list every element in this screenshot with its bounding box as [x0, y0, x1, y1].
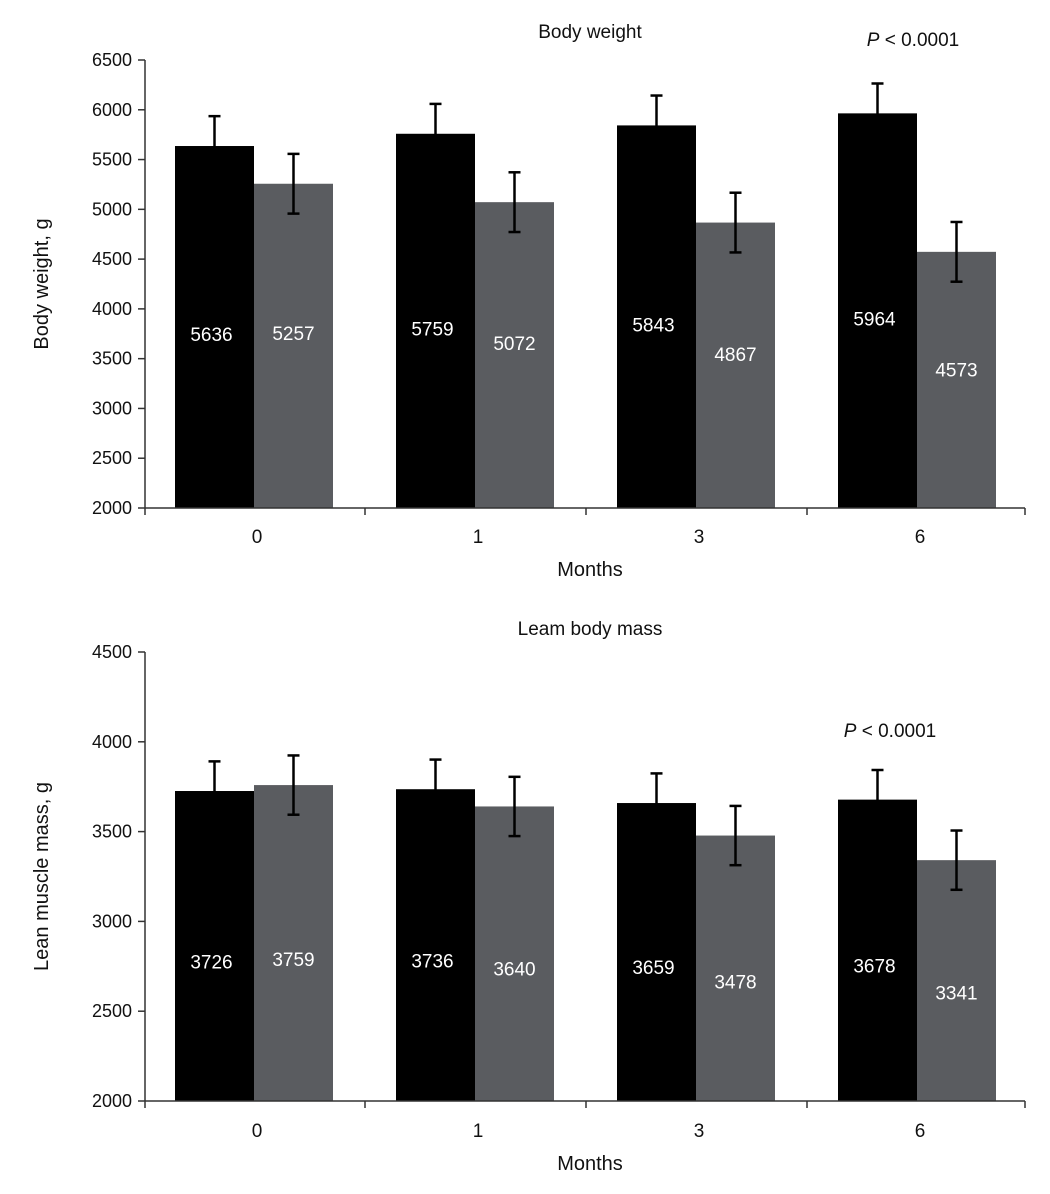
bar-series-1-cat-0	[175, 146, 254, 509]
x-tick-label: 1	[473, 527, 484, 548]
bar-value-label: 5257	[272, 324, 314, 345]
bar-series-2-cat-6	[917, 860, 996, 1101]
chart-title: Leam body mass	[518, 619, 663, 640]
p-value-annotation: P < 0.0001	[844, 721, 936, 742]
x-tick-label: 0	[252, 527, 263, 548]
y-tick-label: 2500	[92, 1001, 132, 1021]
y-tick-label: 3500	[92, 822, 132, 842]
x-tick-label: 6	[915, 527, 926, 548]
p-value-text: < 0.0001	[856, 721, 936, 742]
y-tick-label: 6500	[92, 50, 132, 70]
x-tick-label: 6	[915, 1121, 926, 1142]
chart-1: Body weight Body weight, g Months 2000 2500 3…	[31, 22, 1026, 581]
bar-value-label: 3659	[632, 958, 674, 979]
bar-value-label: 4573	[935, 361, 977, 382]
bar-series-2-cat-3	[696, 835, 775, 1101]
bar-series-1-cat-0	[175, 791, 254, 1101]
bar-series-1-cat-1	[396, 789, 475, 1101]
bar-series-2-cat-1	[475, 806, 554, 1101]
bar-series-1-cat-6	[838, 113, 917, 508]
y-tick-label: 4000	[92, 732, 132, 752]
y-tick-label: 3000	[92, 398, 132, 418]
bar-value-label: 3726	[190, 953, 232, 974]
x-tick-label: 0	[252, 1121, 263, 1142]
x-tick-label: 3	[694, 1121, 705, 1142]
bar-series-1-cat-6	[838, 799, 917, 1101]
bar-value-label: 4867	[714, 345, 756, 366]
bar-series-2-cat-6	[917, 251, 996, 508]
p-value-italic: P	[867, 30, 880, 51]
y-tick-label: 3500	[92, 349, 132, 369]
y-axis-label: Lean muscle mass, g	[31, 782, 53, 971]
bar-value-label: 5072	[493, 334, 535, 355]
bar-value-label: 5843	[632, 315, 674, 336]
bar-value-label: 3678	[853, 956, 895, 977]
x-tick-label: 1	[473, 1121, 484, 1142]
bar-series-1-cat-3	[617, 803, 696, 1101]
x-tick-label: 3	[694, 527, 705, 548]
chart-title: Body weight	[538, 22, 642, 43]
x-axis-label: Months	[557, 559, 623, 581]
y-tick-label: 4500	[92, 249, 132, 269]
bar-value-label: 3736	[411, 952, 453, 973]
y-axis-label: Body weight, g	[31, 218, 53, 349]
p-value-text: < 0.0001	[879, 30, 959, 51]
y-tick-label: 2000	[92, 1091, 132, 1111]
bar-value-label: 5964	[853, 310, 896, 331]
bar-value-label: 3640	[493, 959, 535, 980]
bar-series-1-cat-1	[396, 133, 475, 508]
bar-value-label: 3478	[714, 973, 756, 994]
chart-2: Leam body mass Lean muscle mass, g Months 2…	[31, 619, 1026, 1175]
bar-value-label: 5759	[411, 319, 453, 340]
bar-series-1-cat-3	[617, 125, 696, 509]
y-tick-label: 4000	[92, 299, 132, 319]
x-axis-label: Months	[557, 1153, 623, 1175]
y-tick-label: 2500	[92, 448, 132, 468]
p-value-italic: P	[844, 721, 857, 742]
bar-value-label: 3341	[935, 984, 977, 1005]
bar-series-2-cat-0	[254, 785, 333, 1101]
y-tick-label: 6000	[92, 100, 132, 120]
bar-series-2-cat-0	[254, 183, 333, 508]
y-tick-label: 4500	[92, 642, 132, 662]
y-tick-label: 2000	[92, 498, 132, 518]
bar-value-label: 5636	[190, 325, 232, 346]
bar-value-label: 3759	[272, 950, 314, 971]
bar-series-2-cat-3	[696, 222, 775, 508]
bar-series-2-cat-1	[475, 202, 554, 508]
y-tick-label: 5000	[92, 199, 132, 219]
y-tick-label: 5500	[92, 150, 132, 170]
y-tick-label: 3000	[92, 911, 132, 931]
p-value-annotation: P < 0.0001	[867, 30, 959, 51]
